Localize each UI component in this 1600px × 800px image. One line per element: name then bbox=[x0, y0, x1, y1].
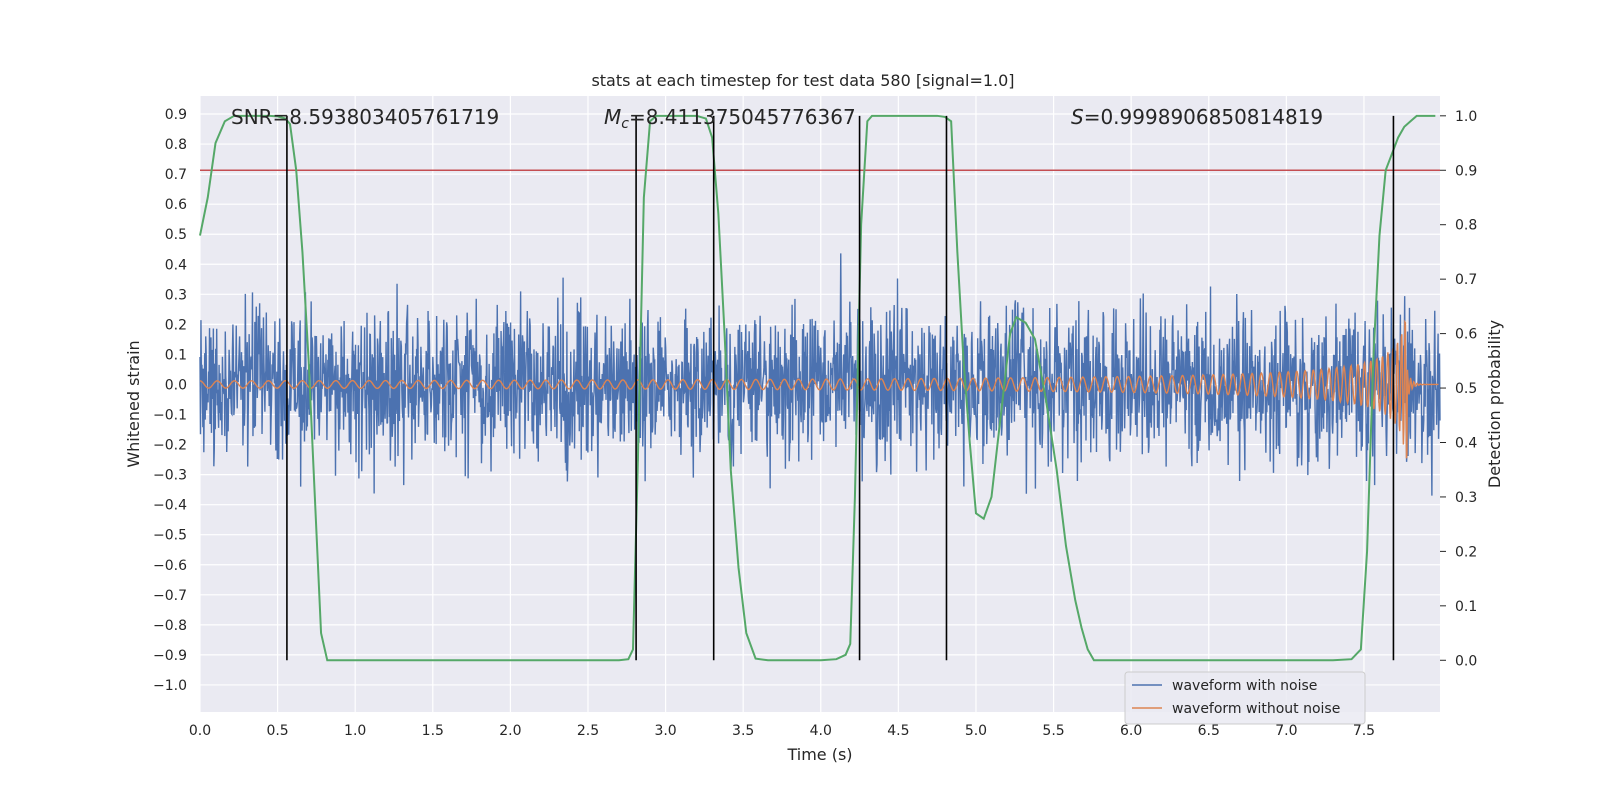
series-waveform-without-noise bbox=[199, 319, 1439, 459]
y-right-tick-label: 0.6 bbox=[1455, 327, 1477, 343]
y-right-tick-labels: 0.0 0.1 0.2 0.3 0.4 0.5 0.6 0.7 0.8 0.9 1.0 bbox=[1440, 109, 1477, 669]
y-right-axis-label: Detection probability bbox=[1485, 320, 1504, 488]
x-tick-label: 3.0 bbox=[654, 723, 676, 739]
x-tick-label: 0.0 bbox=[189, 723, 211, 739]
y-left-tick-label: 0.2 bbox=[165, 317, 187, 333]
y-left-tick-label: −0.7 bbox=[153, 588, 187, 604]
s-value: =0.9998906850814819 bbox=[1084, 105, 1323, 129]
y-left-tick-label: −0.9 bbox=[153, 648, 187, 664]
x-tick-label: 2.0 bbox=[499, 723, 521, 739]
chirp-mass-symbol: M bbox=[604, 105, 621, 129]
y-left-tick-label: −1.0 bbox=[153, 678, 187, 694]
y-right-tick-label: 0.4 bbox=[1455, 435, 1477, 451]
x-tick-labels: 0.0 0.5 1.0 1.5 2.0 2.5 3.0 3.5 4.0 4.5 5.0 5.5 6.0 6… bbox=[189, 723, 1375, 739]
legend-box bbox=[1124, 671, 1366, 725]
y-left-tick-label: 0.9 bbox=[165, 107, 187, 123]
x-tick-label: 6.0 bbox=[1120, 723, 1142, 739]
x-tick-label: 4.5 bbox=[887, 723, 909, 739]
x-tick-label: 3.5 bbox=[732, 723, 754, 739]
y-right-tick-label: 0.0 bbox=[1455, 653, 1477, 669]
y-left-tick-label: 0.5 bbox=[165, 227, 187, 243]
y-right-tick-label: 0.5 bbox=[1455, 381, 1477, 397]
x-axis-label: Time (s) bbox=[786, 745, 852, 764]
y-left-tick-label: 0.3 bbox=[165, 287, 187, 303]
y-left-tick-label: 0.8 bbox=[165, 137, 187, 153]
chirp-mass-annotation: Mc=8.411375045776367 bbox=[604, 105, 856, 132]
noise-trace bbox=[199, 253, 1441, 496]
y-right-tick-label: 0.7 bbox=[1455, 272, 1477, 288]
y-left-tick-label: 0.0 bbox=[165, 377, 187, 393]
x-tick-label: 0.5 bbox=[266, 723, 288, 739]
x-tick-label: 7.5 bbox=[1353, 723, 1375, 739]
series-detection-probability bbox=[199, 114, 1436, 662]
y-left-tick-label: −0.6 bbox=[153, 558, 187, 574]
x-tick-label: 6.5 bbox=[1198, 723, 1220, 739]
snr-annotation: SNR=8.593803405761719 bbox=[231, 105, 499, 129]
y-left-tick-label: 0.1 bbox=[165, 347, 187, 363]
y-left-tick-label: 0.4 bbox=[165, 257, 187, 273]
s-annotation: S=0.9998906850814819 bbox=[1071, 105, 1323, 129]
x-tick-label: 2.5 bbox=[577, 723, 599, 739]
x-tick-label: 7.0 bbox=[1275, 723, 1297, 739]
clean-trace bbox=[199, 319, 1439, 459]
x-tick-label: 1.0 bbox=[344, 723, 366, 739]
x-tick-label: 1.5 bbox=[422, 723, 444, 739]
s-symbol: S bbox=[1071, 105, 1084, 129]
chart-title: stats at each timestep for test data 580… bbox=[591, 71, 1014, 90]
y-left-tick-label: −0.4 bbox=[153, 498, 187, 514]
legend: waveform with noise waveform without noi… bbox=[1124, 671, 1366, 725]
y-left-tick-label: −0.3 bbox=[153, 468, 187, 484]
y-left-tick-label: −0.1 bbox=[153, 408, 187, 424]
x-tick-label: 4.0 bbox=[810, 723, 832, 739]
y-left-tick-label: −0.2 bbox=[153, 438, 187, 454]
y-left-tick-label: −0.8 bbox=[153, 618, 187, 634]
x-tick-label: 5.0 bbox=[965, 723, 987, 739]
y-right-tick-label: 0.8 bbox=[1455, 218, 1477, 234]
y-right-tick-label: 0.9 bbox=[1455, 163, 1477, 179]
y-right-tick-label: 0.2 bbox=[1455, 544, 1477, 560]
x-tick-label: 5.5 bbox=[1042, 723, 1064, 739]
y-right-tick-label: 1.0 bbox=[1455, 109, 1477, 125]
y-left-tick-label: −0.5 bbox=[153, 528, 187, 544]
y-left-tick-label: 0.7 bbox=[165, 167, 187, 183]
y-right-tick-label: 0.1 bbox=[1455, 599, 1477, 615]
chirp-mass-subscript: c bbox=[621, 116, 629, 132]
detection-probability-line bbox=[199, 114, 1436, 662]
y-left-axis-label: Whitened strain bbox=[124, 340, 143, 467]
legend-label-waveform-without-noise: waveform without noise bbox=[1172, 701, 1340, 717]
legend-label-waveform-with-noise: waveform with noise bbox=[1172, 678, 1317, 694]
series-waveform-with-noise bbox=[199, 253, 1441, 496]
y-right-tick-label: 0.3 bbox=[1455, 490, 1477, 506]
vertical-markers bbox=[286, 115, 1395, 661]
y-left-tick-label: 0.6 bbox=[165, 197, 187, 213]
y-left-tick-labels: −1.0 −0.9 −0.8 −0.7 −0.6 −0.5 −0.4 −0.3 −0.2 −0.1… bbox=[153, 107, 187, 694]
chirp-mass-value: =8.411375045776367 bbox=[629, 105, 856, 129]
